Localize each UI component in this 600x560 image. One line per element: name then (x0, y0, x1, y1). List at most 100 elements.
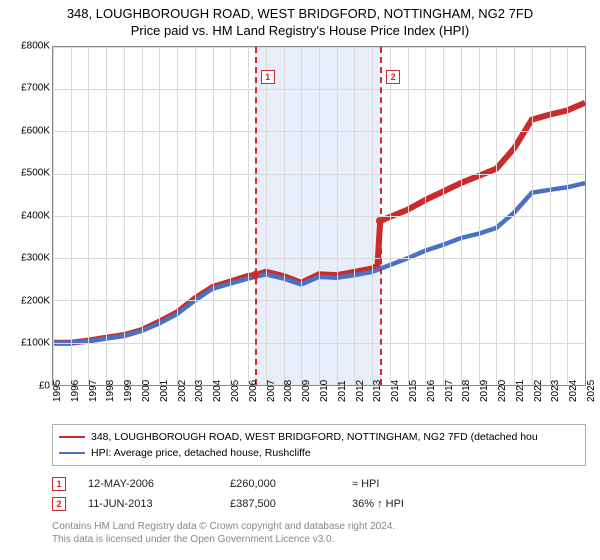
x-tick-label: 2017 (444, 380, 455, 402)
v-gridline (550, 47, 551, 385)
x-axis: 1995199619971998199920002001200220032004… (52, 386, 586, 416)
sale-date: 11-JUN-2013 (88, 498, 208, 510)
sale-dot (251, 271, 259, 279)
y-tick-label: £800K (21, 40, 50, 51)
x-tick-label: 2024 (568, 380, 579, 402)
x-tick-label: 2019 (479, 380, 490, 402)
plot-area: 12 (52, 46, 586, 386)
x-tick-label: 2010 (319, 380, 330, 402)
x-tick-label: 2018 (461, 380, 472, 402)
v-gridline (390, 47, 391, 385)
v-gridline (142, 47, 143, 385)
x-tick-label: 2001 (159, 380, 170, 402)
x-tick-label: 2003 (194, 380, 205, 402)
v-gridline (124, 47, 125, 385)
v-gridline (301, 47, 302, 385)
x-tick-label: 2021 (515, 380, 526, 402)
v-gridline (106, 47, 107, 385)
x-tick-label: 2015 (408, 380, 419, 402)
sale-row: 211-JUN-2013£387,50036% ↑ HPI (52, 494, 586, 514)
chart-container: 348, LOUGHBOROUGH ROAD, WEST BRIDGFORD, … (0, 0, 600, 554)
sale-price: £260,000 (230, 478, 330, 490)
y-tick-label: £700K (21, 83, 50, 94)
x-tick-label: 2005 (230, 380, 241, 402)
chart-area: £0£100K£200K£300K£400K£500K£600K£700K£80… (10, 46, 590, 416)
sale-date: 12-MAY-2006 (88, 478, 208, 490)
x-tick-label: 1998 (105, 380, 116, 402)
x-tick-label: 1997 (88, 380, 99, 402)
v-gridline (408, 47, 409, 385)
x-tick-label: 2008 (283, 380, 294, 402)
footer-line-1: Contains HM Land Registry data © Crown c… (52, 520, 586, 533)
legend-box: 348, LOUGHBOROUGH ROAD, WEST BRIDGFORD, … (52, 424, 586, 466)
sale-row: 112-MAY-2006£260,000≈ HPI (52, 474, 586, 494)
sale-marker-1: 1 (261, 70, 275, 84)
x-tick-label: 2006 (248, 380, 259, 402)
sale-dot (376, 217, 384, 225)
x-tick-label: 2013 (372, 380, 383, 402)
v-gridline (213, 47, 214, 385)
y-tick-label: £300K (21, 253, 50, 264)
y-tick-label: £600K (21, 125, 50, 136)
footer-line-2: This data is licensed under the Open Gov… (52, 533, 586, 546)
v-gridline (248, 47, 249, 385)
sale-dash-line (255, 47, 257, 385)
x-tick-label: 2000 (141, 380, 152, 402)
x-tick-label: 2020 (497, 380, 508, 402)
legend-label: HPI: Average price, detached house, Rush… (91, 447, 311, 459)
v-gridline (532, 47, 533, 385)
v-gridline (159, 47, 160, 385)
v-gridline (195, 47, 196, 385)
x-tick-label: 2014 (390, 380, 401, 402)
x-tick-label: 2009 (301, 380, 312, 402)
x-tick-label: 2004 (212, 380, 223, 402)
v-gridline (496, 47, 497, 385)
title-line-2: Price paid vs. HM Land Registry's House … (10, 23, 590, 40)
x-tick-label: 2016 (426, 380, 437, 402)
v-gridline (88, 47, 89, 385)
v-gridline (479, 47, 480, 385)
y-tick-label: £100K (21, 338, 50, 349)
v-gridline (319, 47, 320, 385)
v-gridline (354, 47, 355, 385)
v-gridline (372, 47, 373, 385)
v-gridline (337, 47, 338, 385)
v-gridline (177, 47, 178, 385)
title-line-1: 348, LOUGHBOROUGH ROAD, WEST BRIDGFORD, … (10, 6, 590, 23)
x-tick-label: 2023 (550, 380, 561, 402)
x-tick-label: 2002 (177, 380, 188, 402)
y-tick-label: £500K (21, 168, 50, 179)
v-gridline (461, 47, 462, 385)
v-gridline (71, 47, 72, 385)
v-gridline (567, 47, 568, 385)
x-tick-label: 2011 (337, 380, 348, 402)
v-gridline (230, 47, 231, 385)
legend-label: 348, LOUGHBOROUGH ROAD, WEST BRIDGFORD, … (91, 431, 538, 443)
legend-swatch (59, 452, 85, 454)
x-tick-label: 2007 (266, 380, 277, 402)
legend-row: HPI: Average price, detached house, Rush… (59, 445, 579, 461)
footer: Contains HM Land Registry data © Crown c… (52, 520, 586, 546)
y-tick-label: £0 (39, 380, 50, 391)
x-tick-label: 2025 (586, 380, 597, 402)
sales-table: 112-MAY-2006£260,000≈ HPI211-JUN-2013£38… (52, 474, 586, 514)
x-tick-label: 1996 (70, 380, 81, 402)
v-gridline (425, 47, 426, 385)
x-tick-label: 1995 (52, 380, 63, 402)
sale-price: £387,500 (230, 498, 330, 510)
sale-delta: ≈ HPI (352, 478, 472, 490)
x-tick-label: 1999 (123, 380, 134, 402)
x-tick-label: 2022 (533, 380, 544, 402)
legend-swatch (59, 436, 85, 438)
v-gridline (514, 47, 515, 385)
v-gridline (284, 47, 285, 385)
y-tick-label: £400K (21, 210, 50, 221)
v-gridline (443, 47, 444, 385)
sale-marker-2: 2 (386, 70, 400, 84)
v-gridline (585, 47, 586, 385)
v-gridline (53, 47, 54, 385)
legend-row: 348, LOUGHBOROUGH ROAD, WEST BRIDGFORD, … (59, 429, 579, 445)
sale-dash-line (380, 47, 382, 385)
sale-delta: 36% ↑ HPI (352, 498, 472, 510)
v-gridline (266, 47, 267, 385)
